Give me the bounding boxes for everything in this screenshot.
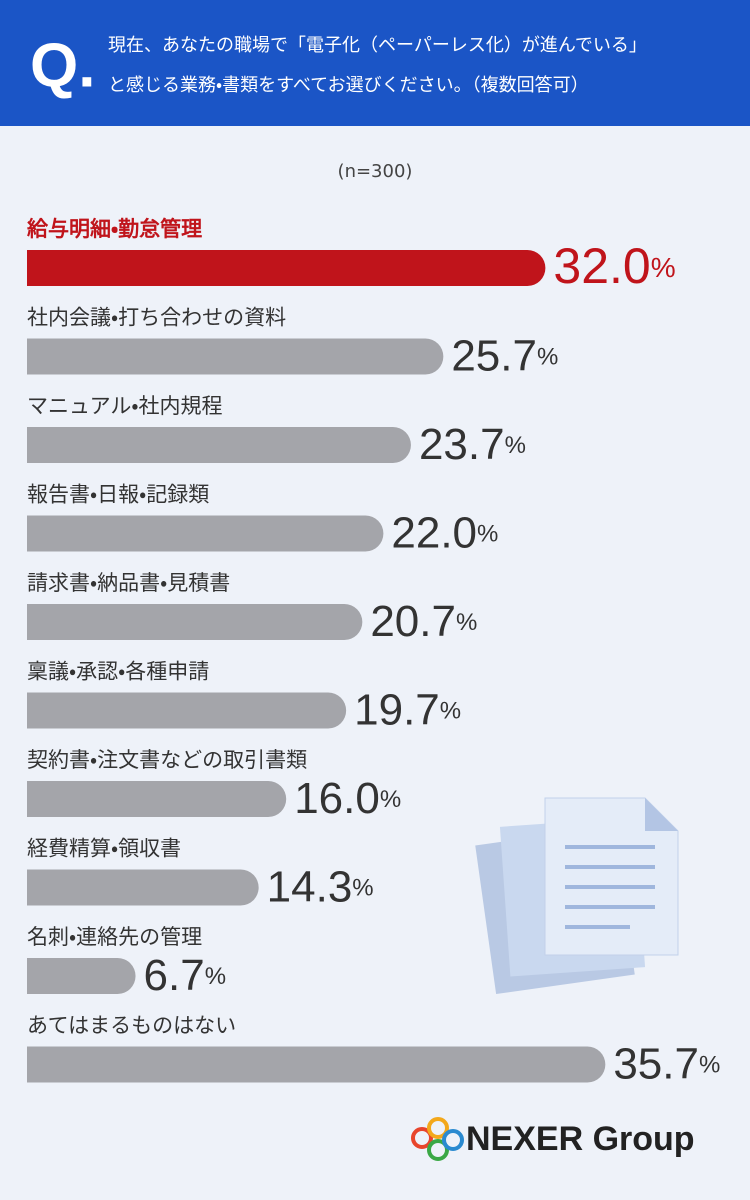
bar — [27, 427, 411, 463]
bar — [27, 338, 444, 375]
document-icon — [475, 797, 679, 995]
value-label: 22.0% — [391, 508, 498, 557]
bar — [27, 781, 287, 817]
bar — [27, 604, 363, 640]
bar — [27, 692, 347, 729]
value-label: 16.0% — [294, 774, 401, 823]
category-label: 社内会議・打ち合わせの資料 — [27, 306, 286, 330]
value-label: 6.7% — [144, 951, 227, 1000]
value-label: 25.7% — [451, 331, 558, 380]
category-label: 経費精算・領収書 — [27, 837, 181, 861]
bar — [27, 515, 384, 552]
value-label: 14.3% — [267, 862, 374, 911]
q-mark: Q. — [30, 31, 95, 100]
value-label: 19.7% — [354, 685, 461, 734]
question-line: 現在、あなたの職場で「電子化（ペーパーレス化）が進んでいる」 — [108, 35, 647, 56]
subtitle: (n=300) — [338, 161, 413, 182]
value-label: 32.0% — [553, 238, 675, 294]
category-label: 請求書・納品書・見積書 — [27, 571, 230, 595]
bar — [27, 958, 136, 994]
category-label: あてはまるものはない — [27, 1014, 236, 1038]
category-label: 稟議・承認・各種申請 — [27, 660, 209, 684]
bar — [27, 1046, 606, 1083]
header-band — [0, 0, 750, 126]
logo-text: NEXER Group — [466, 1120, 695, 1158]
bar — [27, 250, 546, 286]
question-line: と感じる業務・書類をすべてお選びください。（複数回答可） — [108, 75, 589, 96]
logo-mark — [411, 1117, 464, 1161]
value-label: 23.7% — [419, 420, 526, 469]
value-label: 20.7% — [370, 597, 477, 646]
category-label: マニュアル・社内規程 — [27, 394, 223, 418]
category-label: 名刺・連絡先の管理 — [27, 925, 202, 949]
category-label: 給与明細・勤怠管理 — [26, 217, 202, 241]
category-label: 契約書・注文書などの取引書類 — [27, 748, 307, 772]
category-label: 報告書・日報・記録類 — [27, 483, 209, 507]
bar — [27, 869, 259, 906]
value-label: 35.7% — [613, 1039, 720, 1088]
